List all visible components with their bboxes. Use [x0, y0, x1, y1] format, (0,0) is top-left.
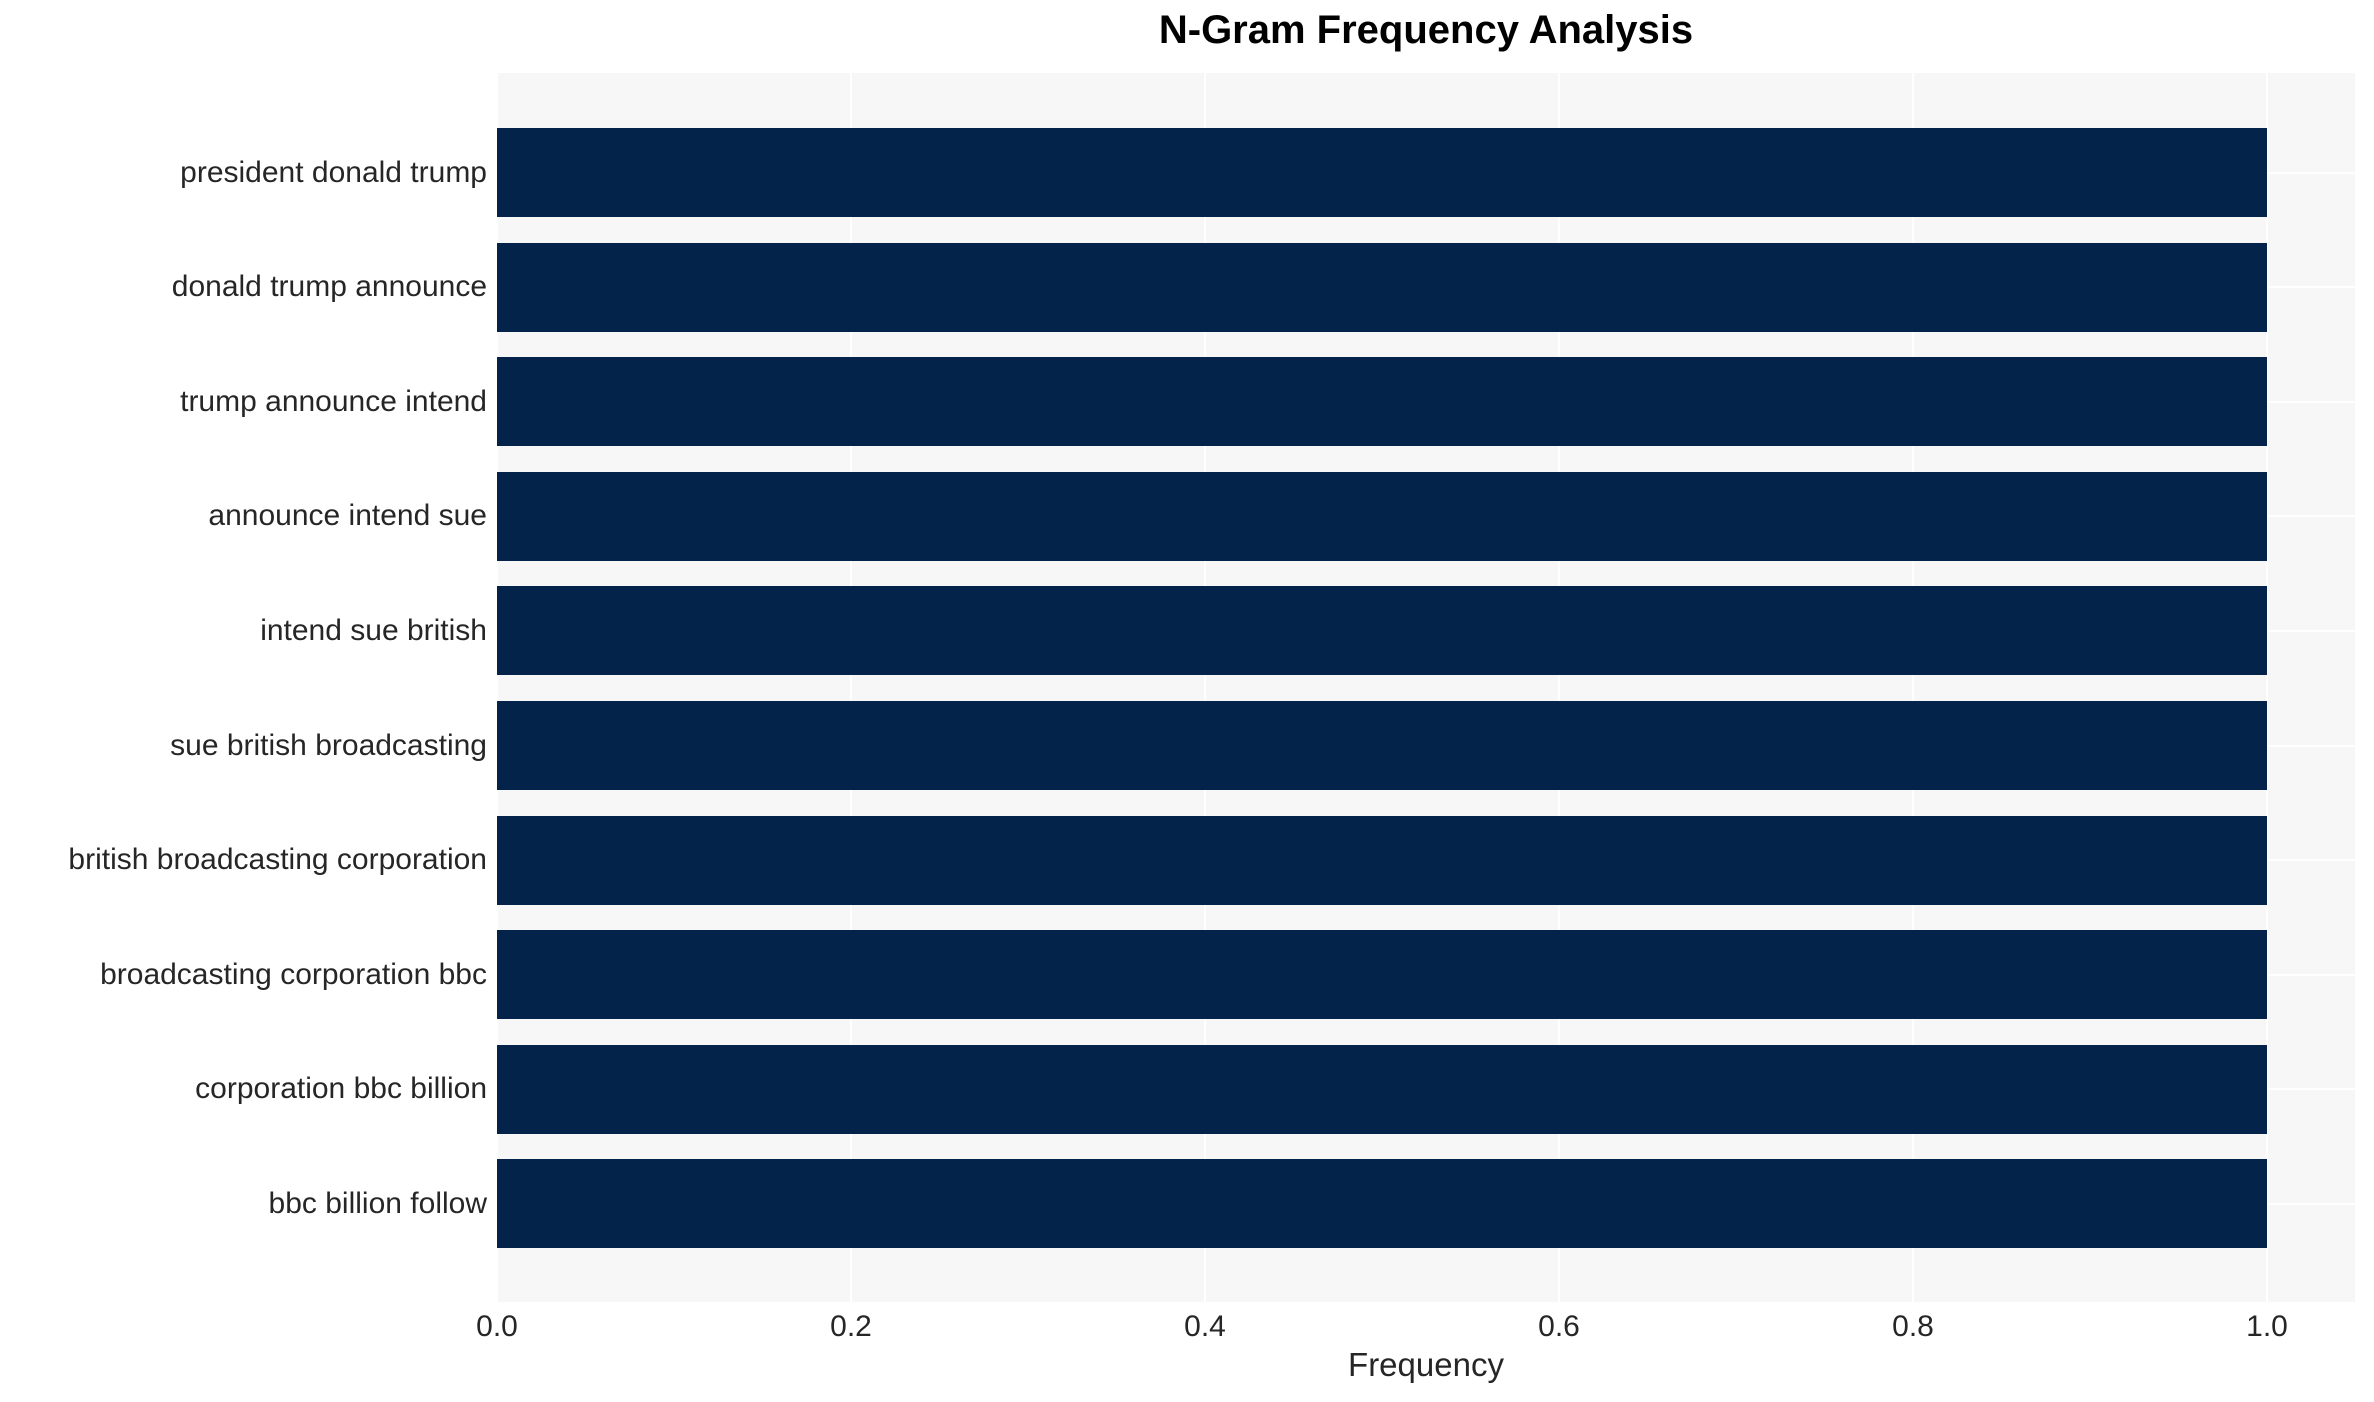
vertical-gridline	[1912, 73, 1914, 1302]
bar-trump-announce-intend	[497, 357, 2267, 447]
y-axis-label: trump announce intend	[180, 384, 487, 418]
y-axis-label: announce intend sue	[208, 499, 487, 533]
bar-intend-sue-british	[497, 586, 2267, 676]
x-tick-label: 1.0	[2246, 1310, 2288, 1343]
bar-announce-intend-sue	[497, 471, 2267, 561]
vertical-gridline	[1204, 73, 1206, 1302]
plot-area	[497, 73, 2355, 1302]
bar-president-donald-trump	[497, 128, 2267, 217]
y-axis-label: corporation bbc billion	[195, 1072, 487, 1106]
vertical-gridline	[1558, 73, 1560, 1302]
vertical-gridline	[497, 73, 498, 1302]
y-axis-label: intend sue british	[260, 613, 487, 647]
x-tick-label: 0.0	[476, 1310, 518, 1343]
x-tick-label: 0.4	[1184, 1310, 1226, 1343]
y-axis-label: british broadcasting corporation	[68, 843, 487, 877]
x-tick-label: 0.6	[1538, 1310, 1580, 1343]
y-axis-label: bbc billion follow	[268, 1186, 487, 1220]
y-axis-label: donald trump announce	[171, 270, 487, 304]
vertical-gridline	[850, 73, 852, 1302]
bar-british-broadcasting-corporation	[497, 815, 2267, 905]
y-axis-label: sue british broadcasting	[170, 728, 487, 762]
bar-corporation-bbc-billion	[497, 1044, 2267, 1134]
y-axis-label: broadcasting corporation bbc	[100, 957, 487, 991]
bar-bbc-billion-follow	[497, 1159, 2267, 1249]
bar-sue-british-broadcasting	[497, 701, 2267, 790]
y-axis-label: president donald trump	[180, 155, 487, 189]
vertical-gridline	[2266, 73, 2268, 1302]
chart-title: N-Gram Frequency Analysis	[1158, 8, 1694, 52]
bar-broadcasting-corporation-bbc	[497, 930, 2267, 1020]
x-tick-label: 0.8	[1892, 1310, 1934, 1343]
bar-donald-trump-announce	[497, 242, 2267, 332]
x-axis-label: Frequency	[1348, 1346, 1504, 1383]
x-tick-label: 0.2	[830, 1310, 872, 1343]
